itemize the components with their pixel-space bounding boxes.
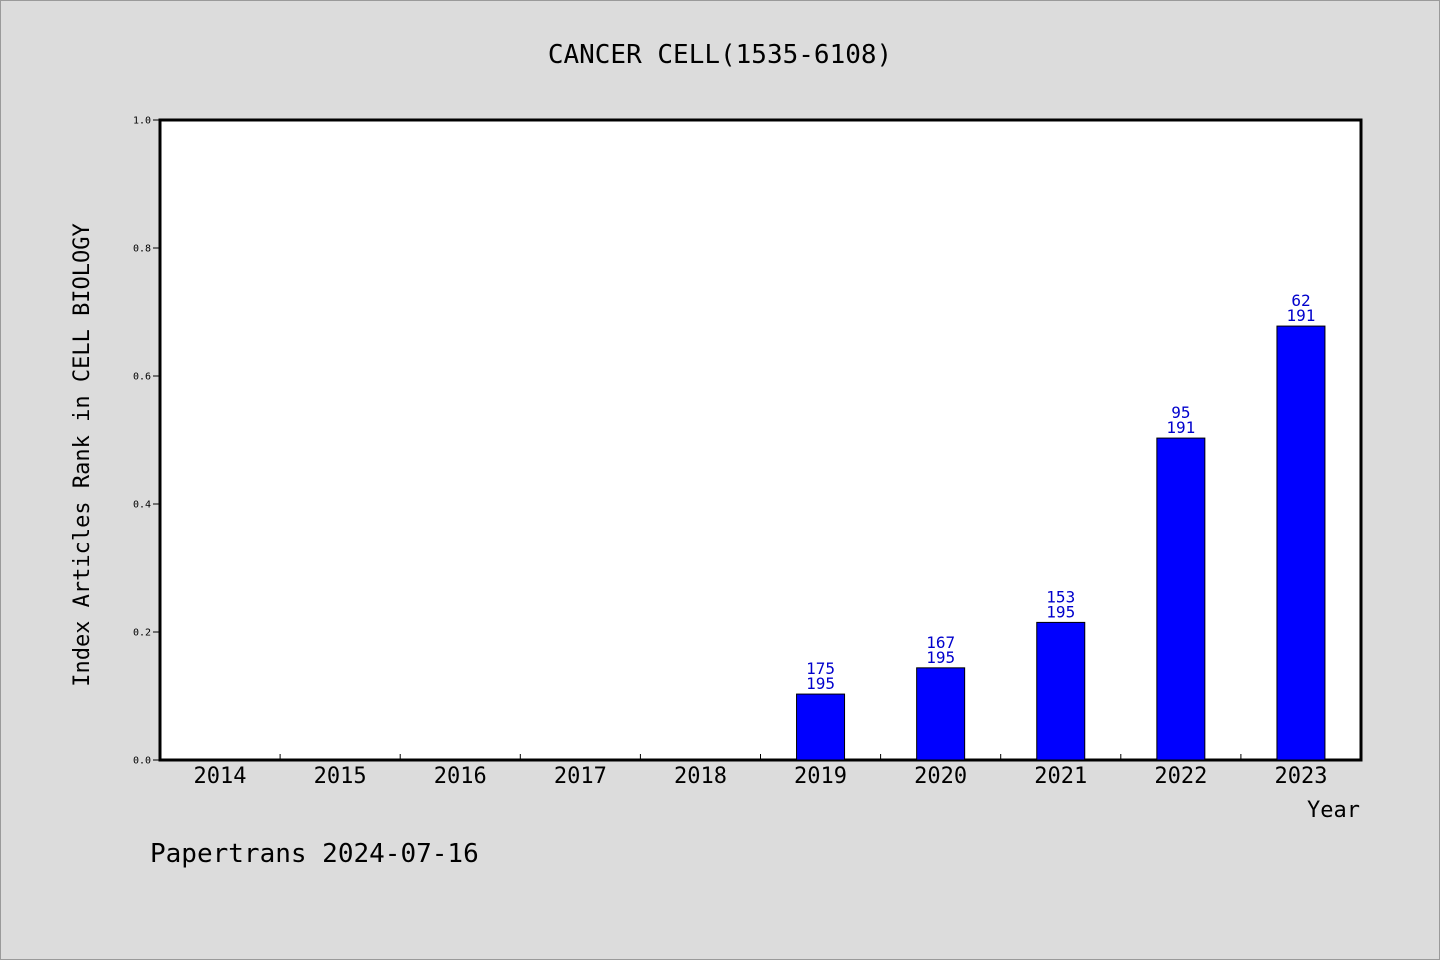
bar-label-total: 195 xyxy=(1046,602,1075,621)
x-tick-label: 2023 xyxy=(1274,764,1327,789)
x-tick-label: 2016 xyxy=(434,764,487,789)
x-tick-label: 2015 xyxy=(314,764,367,789)
x-tick-label: 2022 xyxy=(1154,764,1207,789)
bar-label-rank: 175 xyxy=(806,659,835,678)
bar-label-total: 195 xyxy=(926,648,955,667)
bar xyxy=(1036,621,1086,761)
y-tick-label: 1.0 xyxy=(133,116,151,127)
x-tick-label: 2020 xyxy=(914,764,967,789)
bar-label-rank: 153 xyxy=(1046,587,1075,606)
bar-label-rank: 62 xyxy=(1291,291,1310,310)
x-tick-label: 2018 xyxy=(674,764,727,789)
y-axis-label: Index Articles Rank in CELL BIOLOGY xyxy=(70,223,95,687)
y-axis: 0.0 0.2 0.4 0.6 0.8 1.0 xyxy=(133,116,160,767)
footer-text: Papertrans 2024-07-16 xyxy=(150,839,479,869)
bar-label-rank: 95 xyxy=(1171,403,1190,422)
y-tick-label: 0.2 xyxy=(133,628,151,639)
bar-label-rank: 167 xyxy=(926,633,955,652)
bar xyxy=(916,667,966,761)
x-axis: 2014 2015 2016 2017 2018 2019 2020 2021 2022 2023 xyxy=(194,754,1327,789)
bar xyxy=(1156,437,1206,761)
x-tick-label: 2021 xyxy=(1034,764,1087,789)
x-tick-label: 2014 xyxy=(194,764,247,789)
bar-label-total: 191 xyxy=(1286,306,1315,325)
x-axis-label: Year xyxy=(1307,798,1360,823)
x-tick-label: 2019 xyxy=(794,764,847,789)
y-tick-label: 0.0 xyxy=(133,756,151,767)
y-tick-label: 0.8 xyxy=(133,244,151,255)
bar-label-total: 191 xyxy=(1166,418,1195,437)
bar xyxy=(796,693,846,761)
y-tick-label: 0.4 xyxy=(133,500,151,511)
bar xyxy=(1276,325,1326,761)
x-tick-label: 2017 xyxy=(554,764,607,789)
chart-title: CANCER CELL(1535-6108) xyxy=(548,40,892,70)
y-tick-label: 0.6 xyxy=(133,372,151,383)
bar-label-total: 195 xyxy=(806,674,835,693)
